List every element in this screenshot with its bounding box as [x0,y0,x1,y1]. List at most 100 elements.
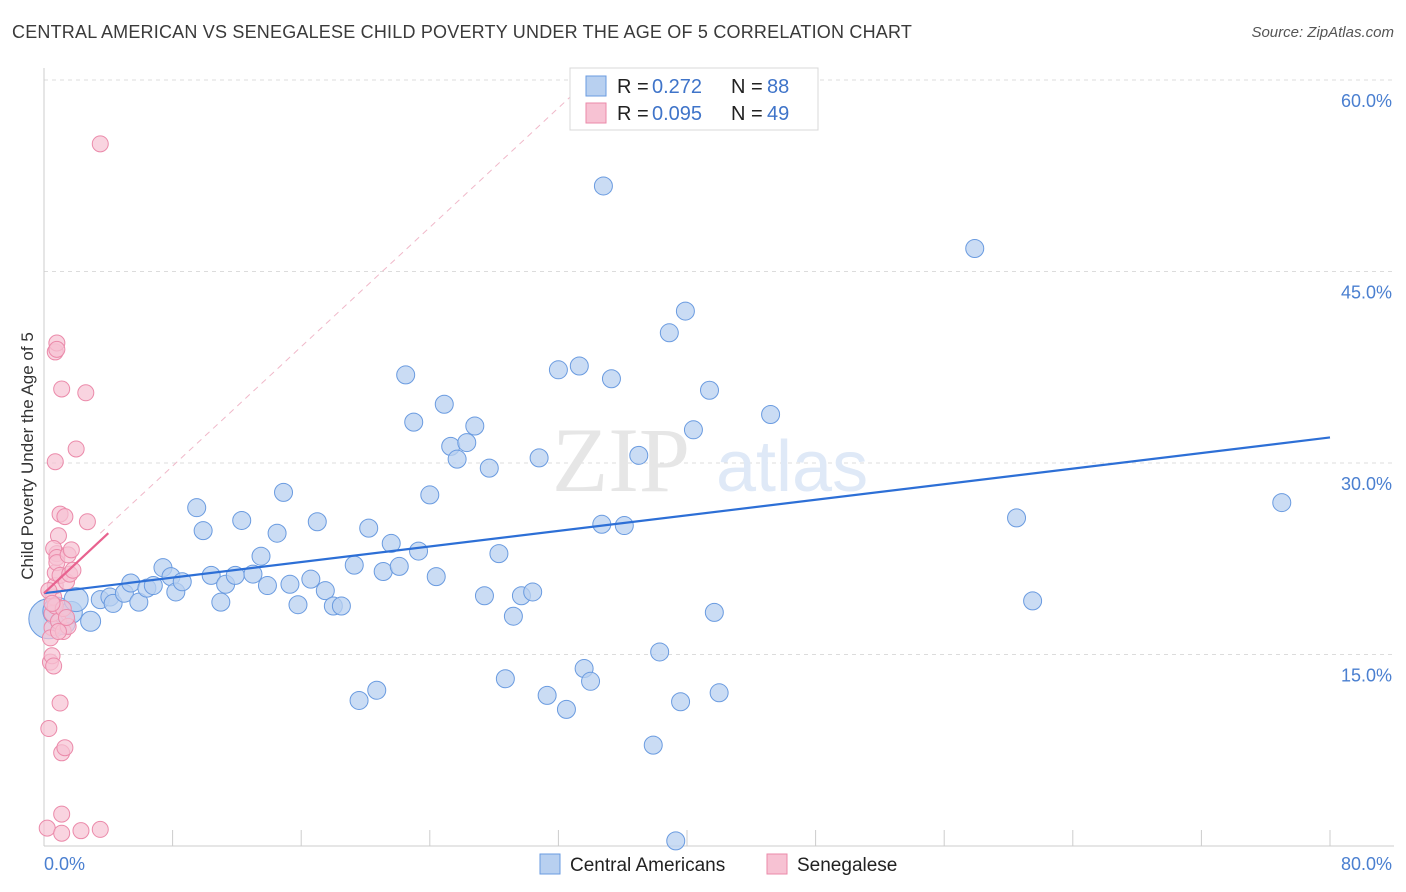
senegalese-point [53,805,71,823]
legend-r-label-1: R = [617,76,649,98]
central-american-point [581,671,601,691]
central-american-point [601,369,621,389]
central-american-point [629,445,649,465]
legend-n-label-1: N = [731,76,763,98]
senegalese-point [48,340,66,358]
bottom-legend-label-pink: Senegalese [797,855,897,876]
axes [43,68,1394,847]
central-american-point [288,595,308,615]
central-american-point [537,685,557,705]
central-american-point [593,176,613,196]
senegalese-point [46,453,64,471]
svg-text:N =: N = [731,76,763,98]
bottom-legend-label-blue: Central Americans [570,855,725,876]
central-american-point [479,458,499,478]
central-american-point [569,356,589,376]
svg-text:N =: N = [731,103,763,125]
bottom-legend-swatch-blue [539,853,561,875]
central-american-point [211,592,231,612]
senegalese-points [38,135,109,842]
central-american-point [675,301,695,321]
central-american-point [331,596,351,616]
legend-n-label-2: N = [731,103,763,125]
central-american-point [396,365,416,385]
watermark-zip: ZIP [552,409,690,511]
legend-r-value-1: 0.272 [652,76,702,98]
senegalese-point [91,820,109,838]
central-american-point [1272,493,1292,513]
central-american-point [193,521,213,541]
central-american-point [349,690,369,710]
legend-r-value-2: 0.095 [652,103,702,125]
legend-n-value-2: 49 [767,103,789,125]
senegalese-point [72,822,90,840]
central-american-point [761,404,781,424]
senegalese-point [43,594,61,612]
central-american-point [495,669,515,689]
central-americans-points [28,176,1292,851]
senegalese-point [62,541,80,559]
chart-title: CENTRAL AMERICAN VS SENEGALESE CHILD POV… [12,22,913,42]
senegalese-point [91,135,109,153]
svg-text:R =: R = [617,76,649,98]
senegalese-point [56,508,74,526]
central-american-point [659,323,679,343]
senegalese-point [78,513,96,531]
central-american-point [650,642,670,662]
central-american-point [709,683,729,703]
legend-r-label-2: R = [617,103,649,125]
central-american-point [465,416,485,436]
central-american-point [373,562,393,582]
senegalese-point [40,720,58,738]
central-american-point [1007,508,1027,528]
y-tick-label: 15.0% [1341,666,1392,686]
reference-line [99,73,596,534]
central-american-point [556,699,576,719]
senegalese-point [45,657,63,675]
central-american-point [704,602,724,622]
central-american-point [187,498,207,518]
legend-swatch-blue [585,75,607,97]
central-american-point [359,518,379,538]
tick-labels: 15.0% 30.0% 45.0% 60.0% 0.0% 80.0% [44,91,1392,874]
central-american-point [243,564,263,584]
y-axis-label: Child Poverty Under the Age of 5 [18,332,37,580]
central-american-point [489,544,509,564]
senegalese-point [49,623,67,641]
central-american-point [251,546,271,566]
watermark-atlas: atlas [716,427,868,507]
central-american-point [548,360,568,380]
central-american-point [447,449,467,469]
central-american-point [614,516,634,536]
reference-diagonal [99,73,596,534]
senegalese-point [53,824,71,842]
central-american-point [301,569,321,589]
senegalese-point [64,561,82,579]
senegalese-point [56,739,74,757]
svg-text:88: 88 [767,76,789,98]
central-american-point [643,735,663,755]
senegalese-point [58,608,76,626]
central-american-point [1023,591,1043,611]
central-american-point [503,606,523,626]
central-american-point [201,565,221,585]
svg-text:49: 49 [767,103,789,125]
senegalese-point [77,384,95,402]
x-tick-label: 0.0% [44,854,85,874]
y-tick-label: 60.0% [1341,91,1392,111]
central-american-point [420,485,440,505]
legend-swatch-pink [585,102,607,124]
central-american-point [683,420,703,440]
y-tick-label: 30.0% [1341,474,1392,494]
svg-text:0.272: 0.272 [652,76,702,98]
central-american-point [307,512,327,532]
central-american-point [280,574,300,594]
central-american-point [457,433,477,453]
central-american-point [274,482,294,502]
central-american-point [389,556,409,576]
central-american-point [474,586,494,606]
senegalese-point [51,694,69,712]
central-american-point [381,533,401,553]
central-american-point [523,582,543,602]
